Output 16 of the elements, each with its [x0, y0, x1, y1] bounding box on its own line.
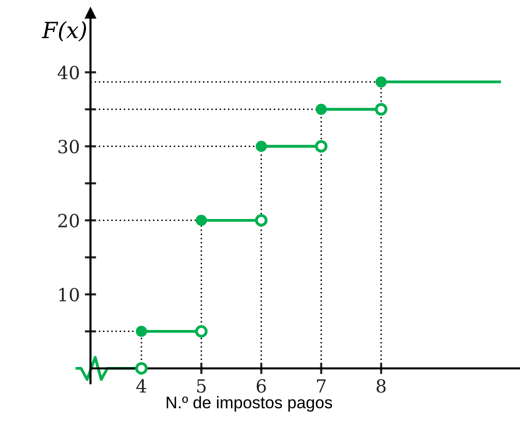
y-tick-label: 10 [59, 288, 79, 302]
point [196, 214, 207, 226]
y-tick-label: 20 [58, 214, 79, 228]
y-tick-label: 40 [58, 66, 79, 80]
y-axis-title: F(x) [42, 21, 86, 42]
point [376, 76, 387, 88]
point [136, 326, 147, 337]
x-tick-label: 6 [256, 379, 266, 393]
x-tick-label: 4 [136, 379, 146, 393]
point [316, 104, 327, 115]
x-tick-label: 7 [316, 379, 326, 393]
y-tick-label: 30 [58, 140, 79, 154]
x-tick-label: 8 [376, 379, 386, 393]
x-axis-title: N.º de impostos pagos [166, 396, 332, 412]
point [256, 140, 267, 152]
x-tick-label: 5 [197, 379, 206, 393]
